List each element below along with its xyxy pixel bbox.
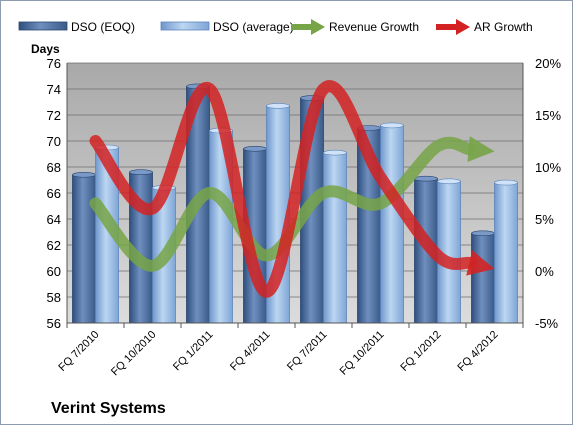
- x-tick-label: FQ 7/2010: [56, 329, 101, 374]
- legend-label: DSO (EOQ): [71, 20, 135, 34]
- x-tick-label: FQ 1/2012: [398, 329, 443, 374]
- growth-line-arrowhead: [467, 136, 495, 162]
- bar: [380, 125, 404, 324]
- y-left-tick-label: 72: [47, 108, 61, 123]
- y-right-tick-label: 0%: [535, 264, 554, 279]
- legend: DSO (EOQ) DSO (average) Revenue Growth AR G…: [18, 19, 533, 35]
- bar-cap: [380, 122, 404, 129]
- x-tick-label: FQ 7/2011: [285, 329, 330, 374]
- x-tick-label: FQ 10/2010: [109, 329, 159, 379]
- x-tick-label: FQ 4/2011: [228, 329, 273, 374]
- bar-cap: [414, 175, 438, 182]
- legend-swatch-bar: [18, 21, 68, 31]
- y-left-tick-label: 64: [47, 212, 61, 227]
- y-left-tick-label: 66: [47, 186, 61, 201]
- bar-cap: [437, 178, 461, 185]
- y-left-tick-label: 76: [47, 56, 61, 71]
- bar: [72, 174, 96, 324]
- bar-cap: [471, 230, 495, 237]
- bar-cap: [266, 103, 290, 109]
- bar-cap: [243, 146, 267, 152]
- bar: [323, 152, 347, 324]
- x-tick-label: FQ 1/2011: [171, 329, 216, 374]
- y-left-tick-label: 60: [47, 264, 61, 279]
- legend-swatch-arrowhead: [311, 19, 325, 35]
- y-left-tick-label: 74: [47, 82, 61, 97]
- legend-label: Revenue Growth: [329, 20, 419, 34]
- y-right-tick-label: 15%: [535, 108, 561, 123]
- chart-title: Verint Systems: [51, 400, 166, 417]
- y-right-tick-label: 5%: [535, 212, 554, 227]
- y-left-tick-label: 68: [47, 160, 61, 175]
- y-left-tick-label: 56: [47, 316, 61, 331]
- bar-cap: [129, 169, 153, 175]
- legend-swatch-bar: [160, 21, 210, 31]
- legend-swatch-arrowhead: [456, 19, 470, 35]
- x-tick-label: FQ 10/2011: [338, 329, 387, 378]
- bar: [471, 232, 495, 324]
- x-tick-label: FQ 4/2012: [455, 329, 500, 374]
- y-left-tick-label: 62: [47, 238, 61, 253]
- y-right-tick-label: 10%: [535, 160, 561, 175]
- y-left-tick-label: 58: [47, 290, 61, 305]
- bar-cap: [72, 172, 96, 178]
- growth-lines: [89, 80, 495, 298]
- legend-label: AR Growth: [474, 20, 533, 34]
- y-axis-label: Days: [31, 42, 60, 56]
- bar: [494, 182, 518, 324]
- bar-cap: [323, 149, 347, 156]
- y-left-tick-label: 70: [47, 134, 61, 149]
- legend-label: DSO (average): [213, 20, 294, 34]
- growth-line-arrowhead: [466, 250, 495, 276]
- growth-line: [89, 80, 476, 298]
- bar-cap: [494, 179, 518, 186]
- y-right-tick-label: 20%: [535, 56, 561, 71]
- y-right-tick-label: -5%: [535, 316, 559, 331]
